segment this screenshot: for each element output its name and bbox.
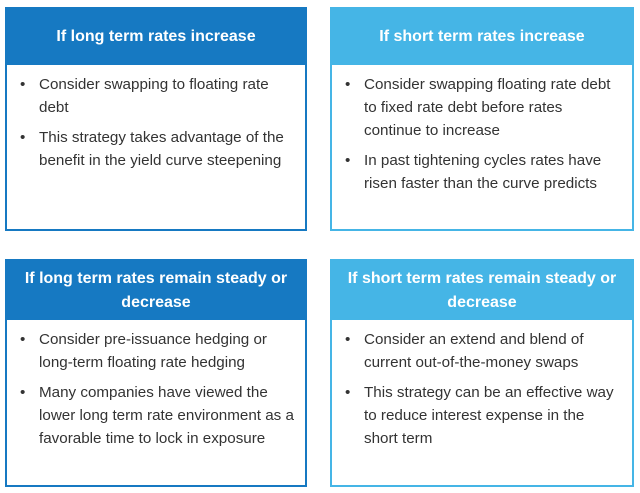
list-item: • In past tightening cycles rates have ri… bbox=[342, 149, 622, 195]
bullet-text: In past tightening cycles rates have ris… bbox=[364, 152, 602, 192]
list-item: • Consider pre-issuance hedging or long-t… bbox=[17, 328, 295, 374]
list-item: • Consider swapping to floating rate debt bbox=[17, 73, 295, 119]
bullet-icon: • bbox=[345, 152, 351, 169]
bullet-text: Consider pre-issuance hedging or long-te… bbox=[39, 331, 267, 371]
card-title: If short term rates remain steady or dec… bbox=[332, 261, 632, 320]
bullet-list: • Consider swapping floating rate debt to… bbox=[342, 73, 622, 195]
list-item: • Consider an extend and blend of current… bbox=[342, 328, 622, 374]
bullet-icon: • bbox=[345, 331, 351, 348]
card-body: • Consider swapping floating rate debt to… bbox=[332, 65, 632, 208]
card-title: If long term rates remain steady or decr… bbox=[7, 261, 305, 320]
bullet-icon: • bbox=[345, 384, 351, 401]
bullet-list: • Consider pre-issuance hedging or long-t… bbox=[17, 328, 295, 450]
bullet-icon: • bbox=[20, 129, 26, 146]
bullet-list: • Consider an extend and blend of current… bbox=[342, 328, 622, 450]
card-short-term-increase: If short term rates increase • Consider s… bbox=[330, 7, 634, 231]
bullet-text: Consider swapping to floating rate debt bbox=[39, 76, 269, 116]
card-body: • Consider an extend and blend of current… bbox=[332, 320, 632, 463]
bullet-icon: • bbox=[20, 331, 26, 348]
bullet-text: This strategy takes advantage of the ben… bbox=[39, 129, 284, 169]
bullet-icon: • bbox=[20, 384, 26, 401]
bullet-list: • Consider swapping to floating rate debt… bbox=[17, 73, 295, 172]
bullet-icon: • bbox=[345, 76, 351, 93]
card-short-term-steady: If short term rates remain steady or dec… bbox=[330, 259, 634, 487]
card-body: • Consider swapping to floating rate debt… bbox=[7, 65, 305, 185]
card-title: If short term rates increase bbox=[332, 9, 632, 65]
bullet-text: Many companies have viewed the lower lon… bbox=[39, 384, 294, 447]
card-long-term-steady: If long term rates remain steady or decr… bbox=[5, 259, 307, 487]
list-item: • Many companies have viewed the lower lo… bbox=[17, 381, 295, 450]
card-title: If long term rates increase bbox=[7, 9, 305, 65]
bullet-text: Consider an extend and blend of current … bbox=[364, 331, 584, 371]
list-item: • This strategy can be an effective way t… bbox=[342, 381, 622, 450]
list-item: • This strategy takes advantage of the be… bbox=[17, 126, 295, 172]
bullet-icon: • bbox=[20, 76, 26, 93]
card-long-term-increase: If long term rates increase • Consider sw… bbox=[5, 7, 307, 231]
list-item: • Consider swapping floating rate debt to… bbox=[342, 73, 622, 142]
bullet-text: Consider swapping floating rate debt to … bbox=[364, 76, 611, 139]
card-body: • Consider pre-issuance hedging or long-t… bbox=[7, 320, 305, 463]
bullet-text: This strategy can be an effective way to… bbox=[364, 384, 614, 447]
